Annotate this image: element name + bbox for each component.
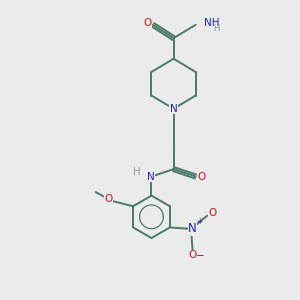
Text: N: N [147, 172, 155, 182]
Text: H: H [134, 167, 141, 177]
Text: O: O [104, 194, 112, 204]
Text: N: N [170, 104, 177, 114]
Text: +: + [197, 217, 203, 226]
Text: O: O [208, 208, 217, 218]
Text: H: H [213, 24, 219, 33]
Text: O: O [188, 250, 196, 260]
Text: N: N [188, 222, 197, 236]
Text: NH: NH [204, 17, 219, 28]
Text: O: O [143, 18, 152, 28]
Text: −: − [196, 251, 204, 261]
Text: O: O [197, 172, 206, 182]
